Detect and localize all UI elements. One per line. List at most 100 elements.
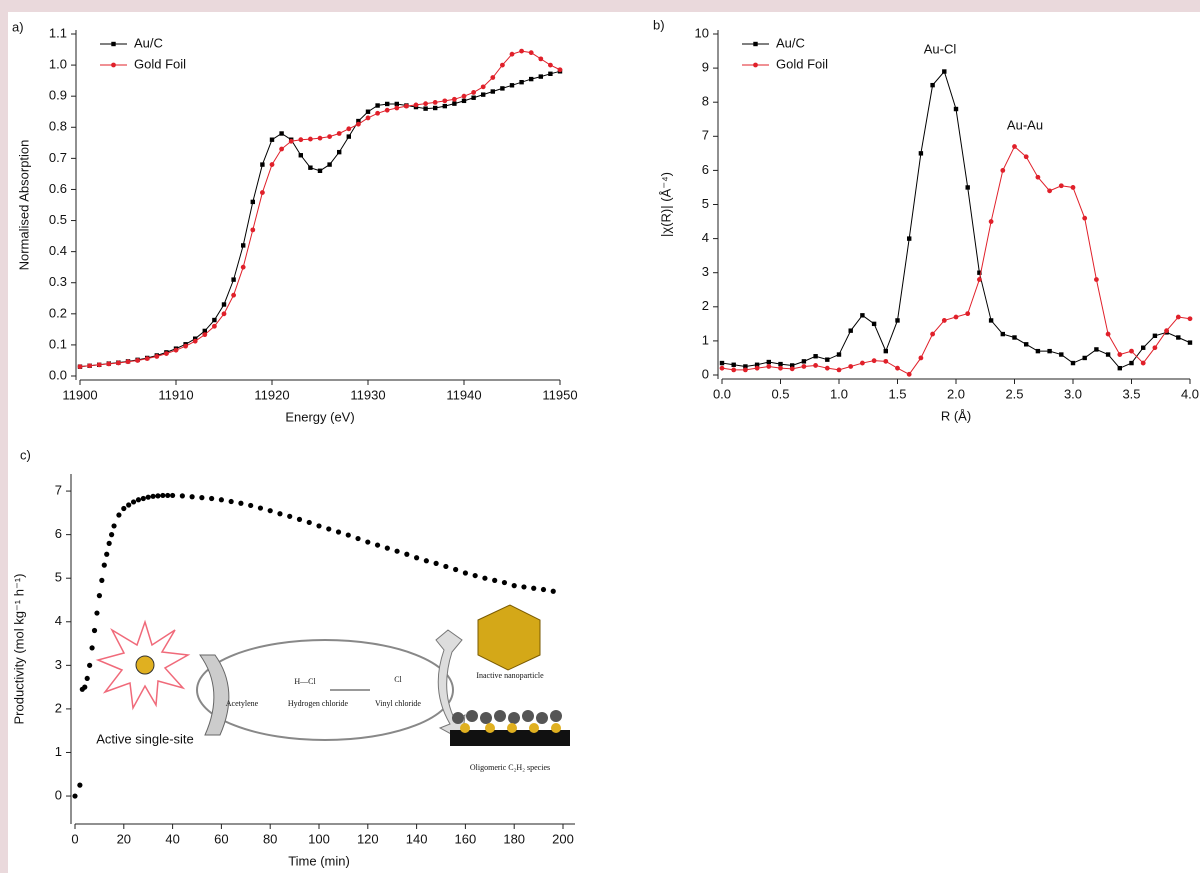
marker: [327, 134, 332, 139]
point: [414, 555, 419, 560]
marker: [87, 363, 92, 368]
figure: a)1190011910119201193011940119500.00.10.…: [0, 0, 1200, 873]
y-tick-label: 3: [55, 657, 62, 672]
marker: [1164, 328, 1169, 333]
y-tick-label: 1.0: [49, 57, 67, 72]
marker: [222, 302, 226, 306]
marker: [510, 83, 514, 87]
point: [155, 493, 160, 498]
marker: [1024, 154, 1029, 159]
point: [258, 505, 263, 510]
marker: [279, 131, 283, 135]
y-tick-label: 4: [702, 230, 709, 245]
marker: [231, 277, 235, 281]
marker: [849, 328, 853, 332]
legend-label: Au/C: [134, 35, 163, 50]
y-tick-label: 2: [55, 700, 62, 715]
marker: [193, 339, 198, 344]
marker: [1141, 361, 1146, 366]
marker: [1106, 332, 1111, 337]
y-tick-label: 0.1: [49, 336, 67, 351]
marker: [423, 101, 428, 106]
marker: [860, 361, 865, 366]
marker: [212, 318, 216, 322]
marker: [1129, 349, 1134, 354]
marker: [1083, 356, 1087, 360]
marker: [519, 49, 524, 54]
marker: [385, 108, 390, 113]
marker: [1047, 188, 1052, 193]
point: [82, 685, 87, 690]
y-tick-label: 5: [55, 570, 62, 585]
panel-label: b): [653, 17, 665, 32]
marker: [298, 137, 303, 142]
marker: [753, 63, 758, 68]
marker: [954, 107, 958, 111]
marker: [907, 372, 912, 377]
point: [141, 496, 146, 501]
point: [297, 517, 302, 522]
point: [99, 578, 104, 583]
y-tick-label: 0.9: [49, 88, 67, 103]
marker: [116, 361, 121, 366]
marker: [212, 324, 217, 329]
marker: [270, 162, 275, 167]
marker: [500, 63, 505, 68]
x-tick-label: 2.5: [1005, 386, 1023, 401]
marker: [452, 97, 457, 102]
y-tick-label: 3: [702, 264, 709, 279]
point: [180, 493, 185, 498]
y-tick-label: 1.1: [49, 25, 67, 40]
point: [346, 532, 351, 537]
marker: [471, 96, 475, 100]
marker: [289, 139, 294, 144]
marker: [837, 367, 842, 372]
marker: [327, 162, 331, 166]
marker: [260, 190, 265, 195]
marker: [1094, 347, 1098, 351]
point: [87, 663, 92, 668]
marker: [529, 50, 534, 55]
x-tick-label: 1.5: [888, 386, 906, 401]
annotation: Oligomeric C₂H₂ species: [470, 763, 550, 772]
x-axis-label: R (Å): [941, 408, 971, 423]
point: [97, 593, 102, 598]
marker: [318, 169, 322, 173]
y-tick-label: 0.5: [49, 212, 67, 227]
marker: [548, 63, 553, 68]
point: [336, 529, 341, 534]
y-tick-label: 8: [702, 94, 709, 109]
marker: [1059, 352, 1063, 356]
marker: [919, 151, 923, 155]
y-tick-label: 0.3: [49, 274, 67, 289]
marker: [539, 74, 543, 78]
x-tick-label: 11910: [158, 387, 193, 402]
marker: [270, 138, 274, 142]
point: [453, 567, 458, 572]
point: [512, 583, 517, 588]
marker: [126, 359, 131, 364]
marker: [111, 63, 116, 68]
point: [365, 539, 370, 544]
marker: [895, 318, 899, 322]
marker: [989, 219, 994, 224]
marker: [366, 116, 371, 121]
marker: [802, 364, 807, 369]
point: [473, 573, 478, 578]
y-tick-label: 1: [702, 332, 709, 347]
marker: [813, 363, 818, 368]
marker: [404, 104, 409, 109]
marker: [766, 364, 771, 369]
marker: [813, 354, 817, 358]
marker: [78, 364, 83, 369]
point: [394, 549, 399, 554]
annotation: Active single-site: [96, 731, 194, 746]
point: [521, 584, 526, 589]
point: [502, 580, 507, 585]
marker: [825, 357, 829, 361]
x-tick-label: 11930: [350, 387, 385, 402]
point: [443, 564, 448, 569]
marker: [394, 106, 399, 111]
point: [165, 493, 170, 498]
y-tick-label: 7: [55, 483, 62, 498]
